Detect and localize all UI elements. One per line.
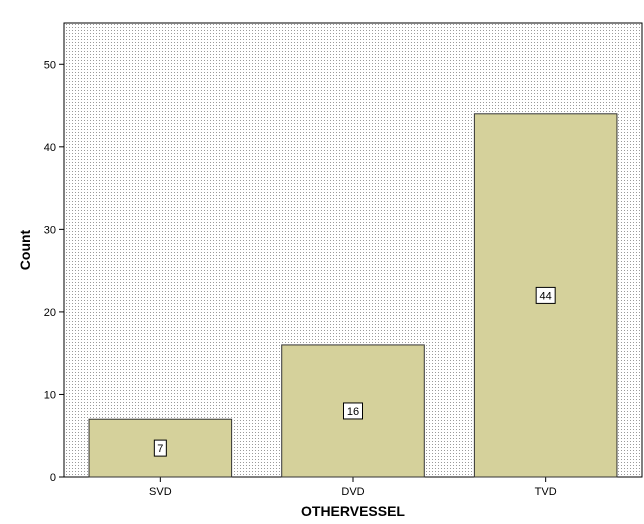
data-label-tvd: 44 [540,290,552,302]
y-tick-label: 40 [44,142,56,154]
data-label-dvd: 16 [347,406,359,418]
x-axis: SVD DVD TVD [149,477,557,498]
y-tick-label: 0 [50,472,56,484]
data-label-box [153,439,167,457]
x-tick-label: TVD [535,486,557,498]
x-tick-label: DVD [341,486,364,498]
y-tick-label: 50 [44,59,56,71]
x-tick-label: SVD [149,486,172,498]
y-tick-label: 10 [44,389,56,401]
bar-data-labels: 7 16 44 [153,286,556,457]
data-label-box [535,286,556,304]
data-label-svd: 7 [157,443,163,455]
y-axis-title: Count [17,229,33,270]
y-tick-label: 30 [44,224,56,236]
x-axis-title: OTHERVESSEL [301,503,405,519]
y-axis: 0 10 20 30 40 50 [44,59,64,484]
data-label-box [343,402,363,420]
bars [88,113,618,478]
y-tick-label: 20 [44,307,56,319]
